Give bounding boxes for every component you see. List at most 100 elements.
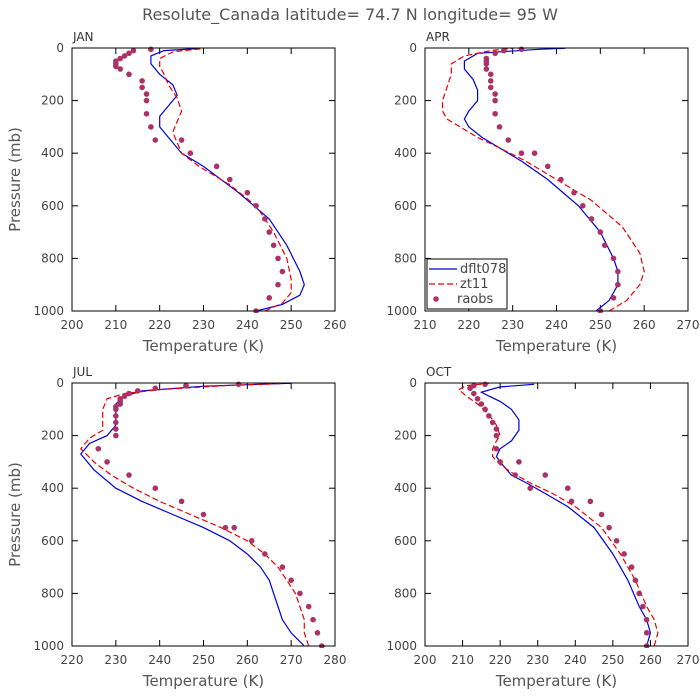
raobs-point xyxy=(489,419,496,426)
raobs-point xyxy=(478,401,485,407)
raobs-point xyxy=(493,432,500,439)
panel-label: JAN xyxy=(72,30,94,44)
raobs-point xyxy=(279,564,286,570)
raobs-point xyxy=(227,176,233,183)
raobs-point xyxy=(471,382,477,389)
raobs-point xyxy=(178,498,185,505)
raobs-point xyxy=(610,255,617,262)
zt11-line xyxy=(159,47,292,312)
raobs-point xyxy=(231,524,237,531)
raobs-point xyxy=(117,395,124,402)
y-tick-label: 800 xyxy=(41,251,64,265)
raobs-point xyxy=(571,189,577,196)
raobs-point xyxy=(213,163,220,170)
y-tick-label: 200 xyxy=(394,94,417,108)
raobs-point xyxy=(587,498,594,505)
raobs-point xyxy=(492,110,498,117)
raobs-point xyxy=(501,47,507,54)
x-tick-label: 270 xyxy=(677,318,700,332)
raobs-point xyxy=(518,46,525,53)
raobs-point xyxy=(130,47,137,54)
raobs-point xyxy=(493,445,500,452)
y-tick-label: 600 xyxy=(41,199,64,213)
x-tick-label: 270 xyxy=(280,653,303,667)
panel-oct: OCT 200 210 220 230 240 250 260 270 0 200 400 600 800… xyxy=(386,365,699,690)
raobs-point xyxy=(148,46,154,53)
raobs-point xyxy=(487,78,494,84)
raobs-point xyxy=(152,137,159,143)
raobs-point xyxy=(126,50,132,57)
raobs-point xyxy=(542,472,549,478)
raobs-point xyxy=(482,406,488,413)
raobs-point xyxy=(148,124,154,130)
raobs-point xyxy=(121,393,128,399)
x-tick-label: 240 xyxy=(564,653,587,667)
raobs-point xyxy=(606,524,612,531)
raobs-point xyxy=(126,472,132,478)
x-axis-label: Temperature (K) xyxy=(495,337,617,355)
y-tick-label: 1000 xyxy=(386,639,417,653)
y-axis-label: Pressure (mb) xyxy=(6,127,24,232)
x-tick-label: 220 xyxy=(489,653,512,667)
x-tick-label: 220 xyxy=(457,318,480,332)
raobs-point xyxy=(152,485,159,492)
y-tick-label: 0 xyxy=(56,376,64,390)
raobs-point xyxy=(588,216,595,222)
raobs-point xyxy=(483,66,490,72)
raobs-point xyxy=(483,55,490,62)
raobs-point xyxy=(183,382,189,389)
raobs-point xyxy=(497,459,503,465)
raobs-point xyxy=(113,58,119,64)
x-tick-label: 240 xyxy=(236,318,259,332)
raobs-point xyxy=(527,485,533,492)
y-tick-label: 0 xyxy=(409,376,417,390)
raobs-point xyxy=(598,511,605,518)
raobs-point xyxy=(262,551,268,557)
plot-area xyxy=(457,381,659,648)
raobs-point xyxy=(314,630,321,636)
plot-frame xyxy=(424,382,689,647)
raobs-point xyxy=(178,137,185,143)
raobs-point xyxy=(487,71,494,78)
raobs-point xyxy=(266,295,273,301)
raobs-point xyxy=(636,590,642,597)
raobs-point xyxy=(531,150,538,156)
raobs-point xyxy=(117,66,124,72)
panel-label: JUL xyxy=(72,365,92,379)
y-tick-label: 1000 xyxy=(33,304,64,318)
raobs-point xyxy=(580,203,586,209)
legend-raobs-marker xyxy=(433,296,439,302)
raobs-point xyxy=(288,577,294,584)
x-tick-label: 260 xyxy=(236,653,259,667)
y-tick-label: 200 xyxy=(41,429,64,443)
x-axis-label: Temperature (K) xyxy=(495,672,617,690)
x-tick-label: 240 xyxy=(545,318,568,332)
raobs-point xyxy=(297,590,303,597)
panel-label: APR xyxy=(426,30,450,44)
raobs-point xyxy=(640,603,646,610)
raobs-point xyxy=(126,390,132,397)
raobs-point xyxy=(139,78,145,84)
raobs-point xyxy=(266,229,273,235)
raobs-point xyxy=(200,511,207,518)
x-axis-label: Temperature (K) xyxy=(142,337,264,355)
raobs-point xyxy=(244,189,251,196)
x-tick-label: 230 xyxy=(104,653,127,667)
raobs-point xyxy=(493,426,500,432)
raobs-point xyxy=(143,110,150,117)
raobs-point xyxy=(492,50,498,57)
raobs-point xyxy=(496,124,503,130)
panel-jul: JUL 220 230 240 250 260 270 280 0 200 400 600 800 100… xyxy=(6,365,346,690)
x-tick-label: 230 xyxy=(526,653,549,667)
y-tick-label: 400 xyxy=(41,146,64,160)
plot-frame xyxy=(424,47,689,312)
y-tick-label: 200 xyxy=(41,94,64,108)
raobs-point xyxy=(187,150,194,156)
raobs-point xyxy=(113,413,119,419)
raobs-point xyxy=(615,281,621,288)
x-tick-label: 220 xyxy=(148,318,171,332)
dflt078-line xyxy=(150,47,305,312)
x-tick-label: 210 xyxy=(104,318,127,332)
raobs-point xyxy=(474,395,481,402)
